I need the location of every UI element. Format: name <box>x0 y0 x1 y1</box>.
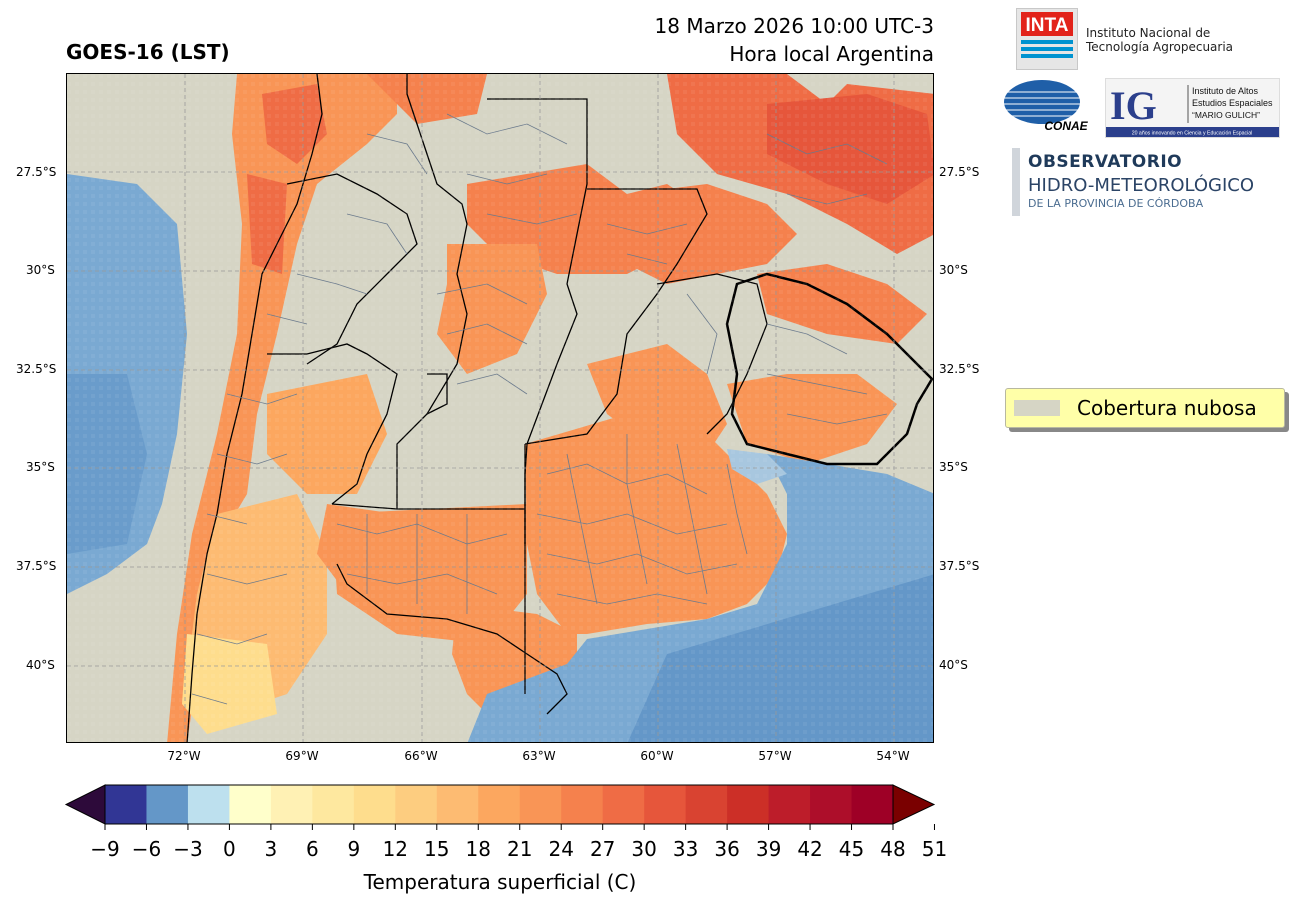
inta-name-line2: Tecnología Agropecuaria <box>1086 40 1234 54</box>
colorbar-tick-label: 21 <box>507 837 533 861</box>
colorbar-label: Temperatura superficial (C) <box>363 870 637 894</box>
inta-logo: INTA <box>1016 8 1078 70</box>
colorbar-tick-label: 0 <box>223 837 236 861</box>
colorbar-bin <box>685 785 728 824</box>
colorbar-bin <box>270 785 313 824</box>
colorbar-tick-label: 15 <box>424 837 450 861</box>
colorbar-tick-label: 3 <box>264 837 278 861</box>
lon-label: 66°W <box>404 749 438 763</box>
lat-label-right: 35°S <box>939 460 968 474</box>
lat-label-right: 37.5°S <box>939 559 980 573</box>
lat-label-right: 40°S <box>939 658 968 672</box>
observatorio-bar <box>1012 148 1020 216</box>
lon-label: 72°W <box>167 749 201 763</box>
lat-label-right: 32.5°S <box>939 362 980 376</box>
map-panel <box>66 73 934 743</box>
inta-mark: INTA <box>1026 15 1069 36</box>
colorbar-bin <box>436 785 479 824</box>
observatorio-line2: HIDRO-METEOROLÓGICO <box>1028 175 1255 196</box>
colorbar-bin <box>229 785 272 824</box>
legend-label: Cobertura nubosa <box>1077 396 1257 420</box>
lat-label-right: 30°S <box>939 263 968 277</box>
ig-line1: Instituto de Altos <box>1192 86 1259 96</box>
colorbar-bin <box>810 785 853 824</box>
map-svg <box>67 74 933 742</box>
colorbar-tick-label: 36 <box>714 837 740 861</box>
ig-logo-icon: IG Instituto de Altos Estudios Espaciale… <box>1106 83 1279 137</box>
map-title: GOES-16 (LST) <box>66 40 230 64</box>
colorbar-bin <box>561 785 604 824</box>
lat-label-left: 35°S <box>26 460 55 474</box>
lon-label: 60°W <box>640 749 674 763</box>
colorbar-bin <box>187 785 230 824</box>
conae-logo: CONAE <box>1004 78 1092 134</box>
lon-label: 57°W <box>758 749 792 763</box>
lon-label: 63°W <box>522 749 556 763</box>
colorbar-tick-label: 45 <box>838 837 865 861</box>
timestamp-title: 18 Marzo 2026 10:00 UTC-3 Hora local Arg… <box>560 12 934 68</box>
lat-label-left: 37.5°S <box>16 559 57 573</box>
observatorio-line1: OBSERVATORIO <box>1028 152 1183 172</box>
colorbar-under-arrow <box>64 784 106 825</box>
colorbar <box>64 784 936 830</box>
colorbar-over-arrow <box>892 784 936 825</box>
lat-label-left: 30°S <box>26 263 55 277</box>
colorbar-tick-label: 30 <box>631 837 657 861</box>
lon-label: 54°W <box>876 749 910 763</box>
conae-logo-icon: CONAE <box>1004 80 1089 133</box>
ig-logo: IG Instituto de Altos Estudios Espaciale… <box>1105 78 1280 138</box>
colorbar-bin <box>768 785 811 824</box>
legend-swatch <box>1014 400 1060 416</box>
colorbar-bin <box>727 785 770 824</box>
colorbar-frame <box>104 784 894 825</box>
inta-name-line1: Instituto Nacional de <box>1086 26 1211 40</box>
lat-label-left: 40°S <box>26 658 55 672</box>
colorbar-tick-label: 48 <box>880 837 906 861</box>
colorbar-tick-label: 27 <box>589 837 616 861</box>
ig-tagline: 20 años innovando en Ciencia y Educación… <box>1132 131 1253 137</box>
inta-name: Instituto Nacional de Tecnología Agropec… <box>1086 26 1233 54</box>
colorbar-tick-label: 6 <box>305 837 319 861</box>
lat-label-left: 27.5°S <box>16 165 57 179</box>
colorbar-bin <box>146 785 189 824</box>
colorbar-bin <box>105 785 147 824</box>
colorbar-bin <box>395 785 438 824</box>
conae-mark: CONAE <box>1044 119 1088 133</box>
timestamp-line: 18 Marzo 2026 10:00 UTC-3 <box>654 14 934 38</box>
colorbar-tick-label: 12 <box>382 837 409 861</box>
colorbar-tick-label: 33 <box>672 837 699 861</box>
colorbar-tick-label: 39 <box>755 837 782 861</box>
colorbar-tick-label: −9 <box>90 837 120 861</box>
colorbar-bin <box>312 785 355 824</box>
colorbar-bin <box>478 785 521 824</box>
lat-label-right: 27.5°S <box>939 165 980 179</box>
colorbar-tick-label: −6 <box>131 837 162 861</box>
ig-line2: Estudios Espaciales <box>1192 98 1273 108</box>
lat-label-left: 32.5°S <box>16 362 57 376</box>
lon-label: 69°W <box>285 749 319 763</box>
ig-mark: IG <box>1110 83 1157 128</box>
colorbar-tick-label: 24 <box>548 837 574 861</box>
colorbar-bin <box>353 785 396 824</box>
inta-logo-icon: INTA <box>1021 12 1073 58</box>
colorbar-tick-label: 51 <box>921 837 948 861</box>
colorbar-tick-label: 42 <box>797 837 823 861</box>
colorbar-bin <box>602 785 645 824</box>
observatorio-line3: DE LA PROVINCIA DE CÓRDOBA <box>1028 197 1204 210</box>
cloud-cover-legend: Cobertura nubosa <box>1005 388 1285 428</box>
colorbar-bin <box>644 785 687 824</box>
colorbar-tick-label: −3 <box>173 837 203 861</box>
ig-line3: “MARIO GULICH” <box>1192 110 1260 120</box>
colorbar-tick-label: 9 <box>347 837 361 861</box>
colorbar-bin <box>519 785 562 824</box>
colorbar-tick-label: 18 <box>465 837 491 861</box>
colorbar-bin <box>851 785 894 824</box>
timezone-line: Hora local Argentina <box>729 42 934 66</box>
